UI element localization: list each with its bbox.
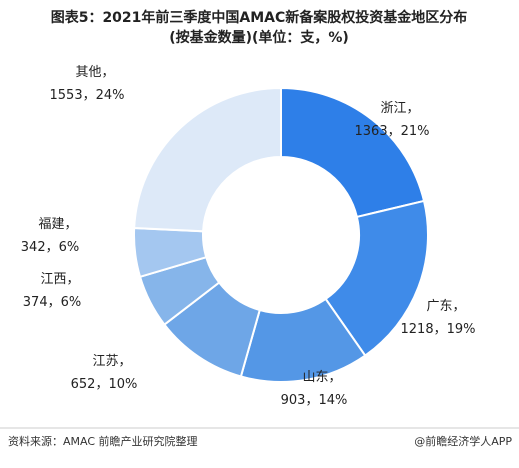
slice: [324, 199, 429, 357]
chart-title: 图表5：2021年前三季度中国AMAC新备案股权投资基金地区分布: [51, 9, 468, 26]
brand: @前瞻经济学人APP: [414, 434, 512, 448]
slice: [133, 86, 282, 233]
source: 资料来源：AMAC 前瞻产业研究院整理: [8, 434, 198, 448]
value-label: 1553，24%: [50, 88, 125, 103]
slice-label: 江苏，: [92, 353, 131, 369]
value-label: 374，6%: [23, 295, 81, 310]
slice-label: 广东，: [426, 299, 465, 314]
value-label: 1218，19%: [401, 322, 476, 337]
slice-label: 福建，: [38, 217, 77, 232]
slice-label: 江西，: [40, 272, 79, 287]
value-label: 1363，21%: [355, 124, 430, 139]
slice-label: 其他，: [75, 65, 114, 80]
slice-label: 浙江，: [380, 101, 419, 116]
slice: [280, 86, 426, 219]
value-label: 342，6%: [21, 240, 79, 255]
value-label: 903，14%: [281, 393, 348, 408]
slice-label: 山东，: [302, 370, 341, 385]
chart-title: (按基金数量)(单位：支，%): [169, 29, 349, 46]
value-label: 652，10%: [71, 377, 138, 392]
